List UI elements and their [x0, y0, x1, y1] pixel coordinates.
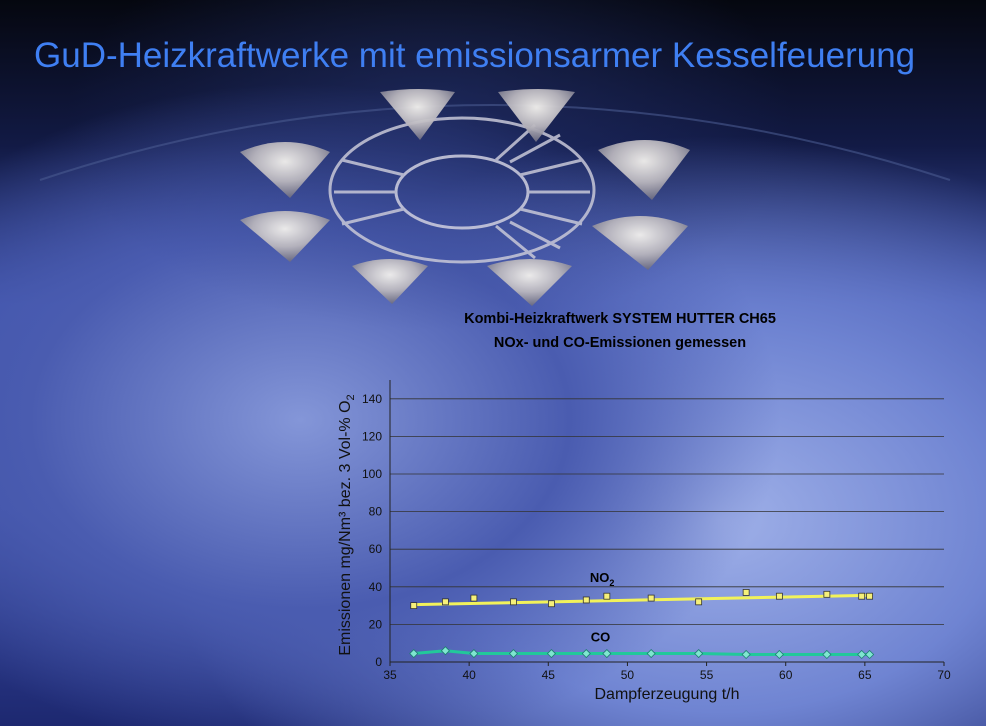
co-point [602, 648, 612, 659]
no2-point [441, 598, 449, 606]
no2-point [866, 592, 874, 600]
gridlines [390, 398, 944, 625]
chart-subtitle: NOx- und CO-Emissionen gemessen [494, 335, 746, 351]
co-point [581, 648, 591, 659]
x-tick-label: 50 [621, 668, 635, 682]
y-axis-label-main: Emissionen mg/Nm³ bez. 3 Vol-% O [337, 400, 354, 655]
no2-point [647, 594, 655, 602]
co-point [822, 649, 832, 660]
co-series-label: CO [591, 629, 611, 644]
y-tick-label: 60 [369, 542, 383, 556]
y-tick-label: 40 [369, 580, 383, 594]
chart-title: Kombi-Heizkraftwerk SYSTEM HUTTER CH65 [464, 311, 776, 327]
y-tick-label: 140 [362, 392, 382, 406]
no2-point [548, 600, 555, 608]
no2-point [470, 594, 478, 602]
y-tick-label: 100 [362, 467, 382, 481]
co-point [774, 649, 784, 660]
co-point [469, 648, 479, 659]
y-tick-labels: 0 20 40 60 80 100 120 140 [362, 392, 382, 669]
x-tick-label: 35 [383, 668, 397, 682]
no2-label-sub: 2 [609, 578, 614, 588]
co-point [865, 649, 875, 660]
x-tick-label: 40 [462, 668, 476, 682]
x-tick-label: 65 [858, 668, 872, 682]
co-point [857, 649, 867, 660]
x-tick-label: 60 [779, 668, 793, 682]
co-point [741, 649, 751, 660]
co-point [409, 648, 419, 659]
x-axis-label: Dampferzeugung t/h [595, 686, 740, 703]
no2-label-main: NO [590, 570, 610, 585]
co-point [440, 646, 450, 656]
y-tick-label: 0 [375, 655, 382, 669]
co-line [413, 649, 870, 656]
co-point [646, 648, 656, 659]
no2-point [410, 602, 418, 609]
slide-title: GuD-Heizkraftwerke mit emissionsarmer Ke… [34, 36, 916, 75]
no2-point [510, 598, 517, 606]
series-layer: NO2 CO [409, 570, 875, 660]
no2-point [582, 596, 590, 604]
no2-point [603, 592, 611, 600]
no2-series-label: NO2 [590, 570, 615, 588]
no2-trendline [413, 593, 873, 607]
no2-point [742, 589, 750, 596]
co-point [508, 648, 519, 659]
y-tick-label: 20 [369, 617, 383, 631]
x-tick-labels: 35 40 45 50 55 60 65 70 [383, 662, 951, 682]
x-tick-label: 55 [700, 668, 714, 682]
y-axis-label-sub: 2 [345, 394, 357, 400]
y-tick-label: 80 [369, 505, 383, 519]
no2-point [858, 592, 866, 600]
no2-point [695, 598, 703, 606]
y-tick-label: 120 [362, 429, 382, 443]
x-tick-label: 45 [542, 668, 556, 682]
y-axis-label: Emissionen mg/Nm³ bez. 3 Vol-% O2 [337, 394, 357, 655]
x-tick-label: 70 [937, 668, 951, 682]
no2-point [823, 590, 831, 598]
no2-point [775, 592, 783, 600]
co-point [546, 648, 557, 659]
co-point [694, 648, 704, 659]
